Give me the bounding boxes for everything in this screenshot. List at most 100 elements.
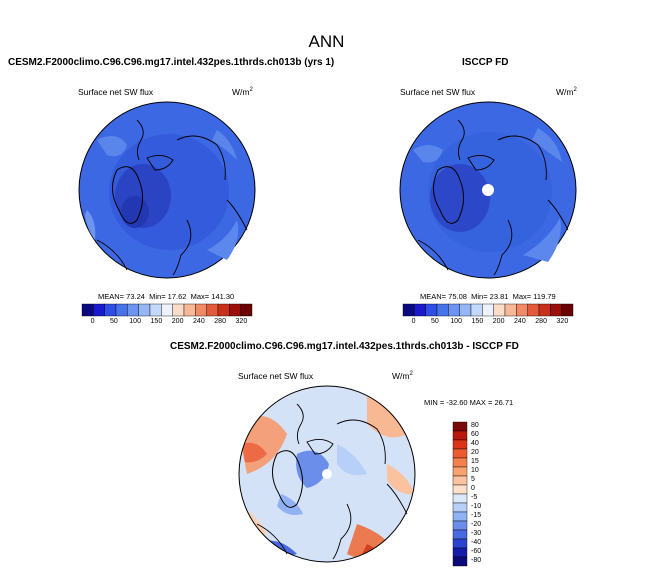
colorbar-swatch [452,484,468,495]
colorbar-swatch [183,303,196,317]
colorbar-swatch [527,303,540,317]
colorbar-tick-label: 0 [471,485,475,492]
colorbar-swatch [195,303,207,317]
colorbar-swatch [482,303,494,317]
diff-colorbar-ticks: 80 60 40 20 15 10 5 0 -5 -10 -15 -20 -30 -40 -60 -80 [471,422,501,566]
colorbar-tick-label: 15 [471,458,479,465]
colorbar-tick-label: 320 [556,318,569,325]
right-polar-map [399,101,577,279]
colorbar-swatch [452,475,468,486]
colorbar-swatch [459,303,472,317]
colorbar-tick-label: 320 [235,318,248,325]
right-variable-label: Surface net SW flux [400,87,476,97]
colorbar-tick-label: 10 [471,467,479,474]
colorbar-swatch [414,303,426,317]
colorbar-tick-label: 0 [90,318,95,325]
colorbar-swatch [402,303,415,317]
colorbar-tick-label: 20 [471,449,479,456]
diff-variable-label: Surface net SW flux [238,371,314,381]
colorbar-swatch [550,303,562,317]
left-case-title: CESM2.F2000climo.C96.C96.mg17.intel.432p… [8,57,335,68]
colorbar-tick-label: 50 [109,318,118,325]
colorbar-swatch [161,303,173,317]
colorbar-swatch [452,466,468,477]
colorbar-tick-label: 5 [471,476,475,483]
left-colorbar-ticks: 0 50 100 150 200 240 280 320 [82,318,252,328]
colorbar-swatch [127,303,139,317]
colorbar-swatch [229,303,241,317]
colorbar-tick-label: 0 [411,318,416,325]
right-colorbar-ticks: 0 50 100 150 200 240 280 320 [403,318,573,328]
colorbar-tick-label: -60 [471,548,482,555]
colorbar-tick-label: -80 [471,557,482,564]
colorbar-tick-label: 150 [471,318,484,325]
colorbar-tick-label: 200 [492,318,505,325]
colorbar-tick-label: 40 [471,440,479,447]
colorbar-swatch [217,303,230,317]
colorbar-tick-label: 240 [193,318,205,325]
colorbar-swatch [425,303,438,317]
colorbar-swatch [104,303,117,317]
colorbar-tick-label: 50 [430,318,439,325]
colorbar-swatch [138,303,151,317]
colorbar-tick-label: -30 [471,530,482,537]
colorbar-swatch [452,556,468,567]
colorbar-swatch [172,303,185,317]
colorbar-tick-label: 150 [150,318,163,325]
colorbar-tick-label: 200 [171,318,184,325]
colorbar-swatch [452,421,468,432]
colorbar-swatch [149,303,162,317]
right-colorbar [402,303,574,317]
colorbar-swatch [452,430,468,441]
colorbar-swatch [452,448,468,459]
colorbar-swatch [448,303,460,317]
colorbar-swatch [452,511,468,522]
colorbar-tick-label: 280 [535,318,547,325]
colorbar-tick-label: 100 [129,318,141,325]
colorbar-tick-label: -10 [471,503,482,510]
colorbar-swatch [470,303,483,317]
colorbar-tick-label: 100 [450,318,462,325]
colorbar-swatch [452,439,468,450]
right-case-title: ISCCP FD [462,57,509,68]
colorbar-swatch [206,303,219,317]
colorbar-swatch [504,303,517,317]
colorbar-swatch [436,303,449,317]
left-polar-map [78,101,256,279]
left-colorbar [81,303,253,317]
colorbar-swatch [561,303,574,317]
colorbar-swatch [452,529,468,540]
right-stats: MEAN= 75.08 Min= 23.81 Max= 119.79 [420,292,556,301]
colorbar-swatch [452,502,468,513]
left-units-label: W/m2 [232,87,253,97]
colorbar-swatch [452,547,468,558]
colorbar-tick-label: -40 [471,539,482,546]
colorbar-tick-label: 60 [471,431,479,438]
diff-polar-map [238,385,416,563]
diff-colorbar [452,421,468,567]
left-stats: MEAN= 73.24 Min= 17.62 Max= 141.30 [98,292,235,301]
diff-minmax: MIN = -32.60 MAX = 26.71 [424,398,514,407]
colorbar-tick-label: 80 [471,422,479,429]
colorbar-swatch [452,493,468,504]
colorbar-swatch [452,538,468,549]
colorbar-swatch [538,303,551,317]
colorbar-swatch [81,303,94,317]
colorbar-swatch [452,520,468,531]
colorbar-tick-label: 240 [514,318,526,325]
colorbar-tick-label: -20 [471,521,482,528]
right-units-label: W/m2 [556,87,577,97]
colorbar-swatch [516,303,528,317]
colorbar-swatch [93,303,105,317]
colorbar-swatch [240,303,253,317]
left-variable-label: Surface net SW flux [78,87,154,97]
colorbar-tick-label: -15 [471,512,482,519]
colorbar-swatch [452,457,468,468]
diff-case-title: CESM2.F2000climo.C96.C96.mg17.intel.432p… [170,341,519,352]
figure-title: ANN [308,32,345,51]
colorbar-tick-label: 280 [214,318,226,325]
colorbar-swatch [493,303,506,317]
diff-units-label: W/m2 [392,371,413,381]
colorbar-swatch [115,303,128,317]
colorbar-tick-label: -5 [471,494,478,501]
